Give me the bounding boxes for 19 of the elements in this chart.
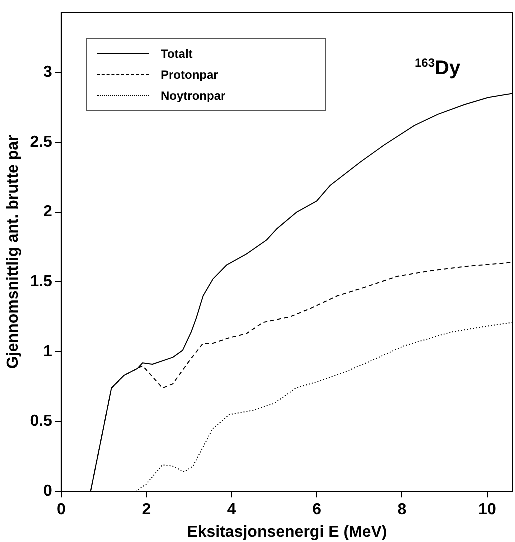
y-tick-label: 0 (44, 483, 53, 500)
annotation: $^{163}$Dy (415, 56, 461, 81)
x-tick-label: 0 (56, 502, 66, 519)
x-tick-label: 2 (142, 502, 152, 519)
y-tick-label: 1 (44, 343, 53, 360)
x-axis-title: Eksitasjonsenergi E (MeV) (187, 524, 388, 541)
y-tick-label: 2 (44, 204, 53, 221)
y-tick-label: 1.5 (30, 274, 53, 291)
legend-label: Totalt (161, 46, 193, 60)
legend-label: Protonpar (161, 68, 218, 82)
x-tick-label: 8 (398, 502, 407, 519)
y-axis-title: Gjennomsnittlig ant. brutte par (5, 135, 22, 369)
y-tick-label: 0.5 (30, 413, 53, 430)
y-tick-label: 2.5 (30, 134, 53, 151)
legend-label: Noytronpar (161, 88, 226, 102)
x-tick-label: 6 (312, 502, 322, 519)
x-tick-label: 4 (227, 502, 236, 519)
y-tick-label: 3 (44, 64, 53, 82)
x-tick-label: 10 (478, 502, 496, 519)
